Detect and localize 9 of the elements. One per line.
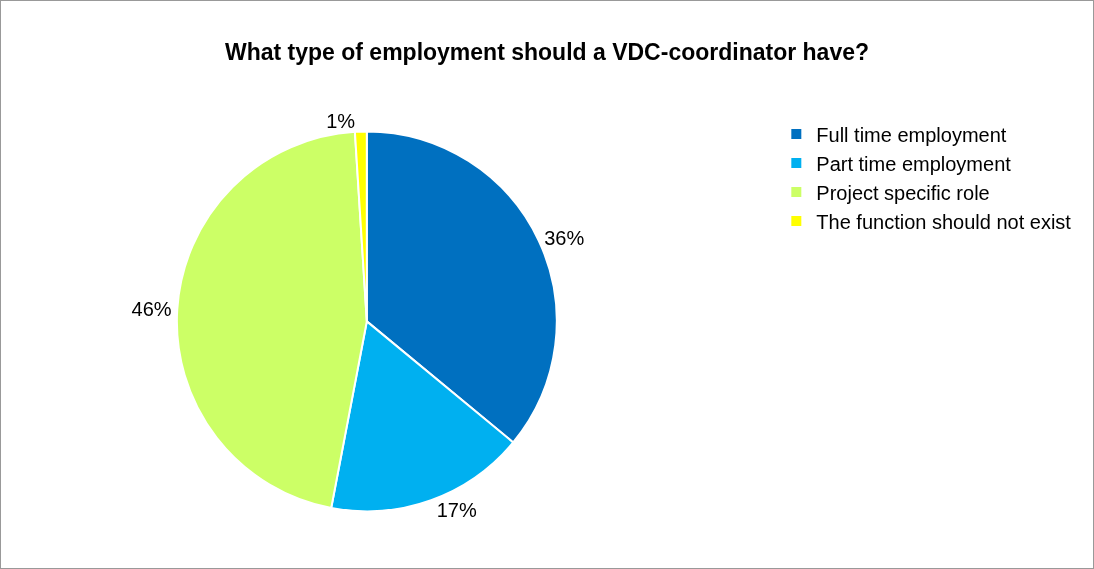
data-label: 17% (436, 498, 477, 521)
chart-title: What type of employment should a VDC-coordinator have? (224, 39, 870, 66)
legend-label: Part time employment (816, 152, 1012, 175)
legend-label: Project specific role (816, 181, 990, 204)
legend-label: The function should not exist (816, 210, 1072, 233)
data-label: 46% (131, 298, 172, 321)
data-label: 1% (326, 109, 356, 132)
legend-label: Full time employment (816, 123, 1007, 146)
data-label: 36% (544, 227, 585, 250)
